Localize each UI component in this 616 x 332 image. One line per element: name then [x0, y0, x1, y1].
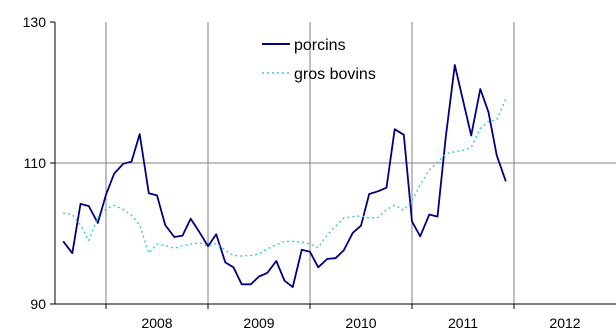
x-tick-label: 2009 — [243, 315, 274, 331]
x-tick-label: 2011 — [448, 315, 478, 331]
y-tick-label: 130 — [23, 14, 47, 30]
x-tick-label: 2012 — [549, 315, 580, 331]
y-tick-label: 110 — [24, 155, 47, 171]
legend-label-gros-bovins: gros bovins — [294, 66, 376, 83]
grid-lines — [55, 22, 616, 304]
x-tick-label: 2010 — [345, 315, 376, 331]
tick-labels: 90 110 130 2008 2009 2010 2011 2012 — [23, 14, 581, 331]
series-line-gros-bovins — [63, 98, 507, 257]
series-layer — [62, 64, 507, 288]
x-tick-label: 2008 — [141, 315, 172, 331]
axes — [50, 21, 616, 309]
legend: porcins gros bovins — [262, 37, 376, 83]
series-line-porcins — [62, 64, 507, 288]
legend-label-porcins: porcins — [294, 37, 346, 54]
y-tick-label: 90 — [30, 296, 46, 312]
